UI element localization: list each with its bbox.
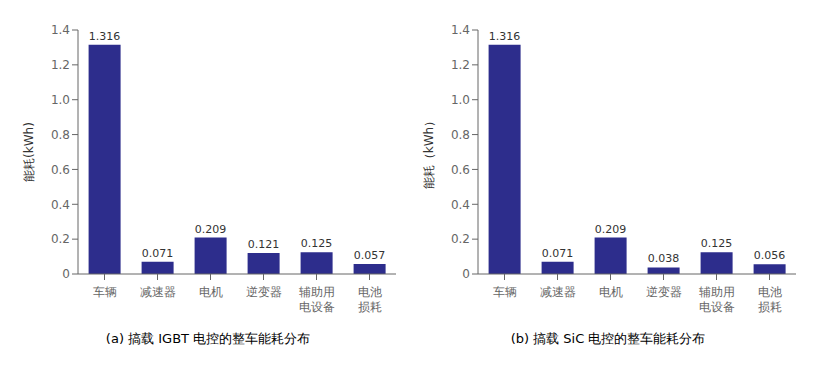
html-text:(b) 搞载 SiC 电控的整车能耗分布: (b) 搞载 SiC 电控的整车能耗分布 [510,331,706,346]
svg-text:0.038: 0.038 [648,252,680,265]
svg-text:1.4: 1.4 [451,23,470,37]
svg-text:车辆: 车辆 [493,285,517,299]
svg-text:1.316: 1.316 [489,30,521,43]
svg-text:1.2: 1.2 [51,58,70,72]
svg-text:车辆: 车辆 [93,285,117,299]
svg-text:电池损耗: 电池损耗 [758,285,782,314]
svg-text:0: 0 [462,267,470,281]
svg-text:0.071: 0.071 [542,247,574,260]
svg-text:0.209: 0.209 [595,223,627,236]
svg-text:1.2: 1.2 [451,58,470,72]
svg-text:0.071: 0.071 [142,247,174,260]
svg-text:0: 0 [62,267,70,281]
svg-text:电机: 电机 [599,285,623,299]
svg-text:电池损耗: 电池损耗 [358,285,382,314]
svg-text:辅助用电设备: 辅助用电设备 [299,285,335,314]
svg-text:0.056: 0.056 [754,249,786,262]
svg-text:0.121: 0.121 [248,238,280,251]
svg-text:电机: 电机 [199,285,223,299]
svg-text:1.0: 1.0 [51,93,70,107]
svg-text:逆变器: 逆变器 [646,285,682,299]
svg-text:0.6: 0.6 [51,163,70,177]
svg-text:0.209: 0.209 [195,223,227,236]
svg-text:0.4: 0.4 [451,198,470,212]
svg-text:0.057: 0.057 [354,249,386,262]
svg-text:1.4: 1.4 [51,23,70,37]
svg-text:0.125: 0.125 [301,237,333,250]
svg-text:0.2: 0.2 [51,232,70,246]
svg-text:0.8: 0.8 [51,128,70,142]
svg-text:1.0: 1.0 [451,93,470,107]
svg-text:0.6: 0.6 [451,163,470,177]
svg-text:辅助用电设备: 辅助用电设备 [699,285,735,314]
svg-text:0.125: 0.125 [701,237,733,250]
svg-text:减速器: 减速器 [140,285,176,299]
svg-text:1.316: 1.316 [89,30,121,43]
html-text:(a) 搞载 IGBT 电控的整车能耗分布: (a) 搞载 IGBT 电控的整车能耗分布 [105,331,311,346]
svg-text:0.8: 0.8 [451,128,470,142]
svg-text:0.2: 0.2 [451,232,470,246]
svg-text:逆变器: 逆变器 [246,285,282,299]
svg-text:能耗(kWh): 能耗(kWh) [22,122,36,182]
svg-text:0.4: 0.4 [51,198,70,212]
svg-text:减速器: 减速器 [540,285,576,299]
svg-text:能耗（kWh）: 能耗（kWh） [422,115,436,189]
